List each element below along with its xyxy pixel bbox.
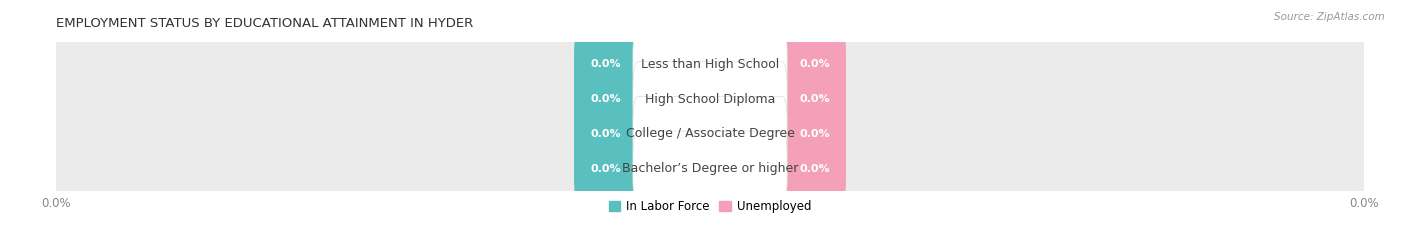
Text: College / Associate Degree: College / Associate Degree: [626, 127, 794, 140]
Text: High School Diploma: High School Diploma: [645, 93, 775, 106]
Text: 0.0%: 0.0%: [800, 129, 830, 139]
Text: Less than High School: Less than High School: [641, 58, 779, 71]
FancyBboxPatch shape: [783, 27, 846, 102]
Text: Source: ZipAtlas.com: Source: ZipAtlas.com: [1274, 12, 1385, 22]
Text: 0.0%: 0.0%: [591, 94, 620, 104]
FancyBboxPatch shape: [783, 96, 846, 171]
FancyBboxPatch shape: [633, 27, 787, 102]
FancyBboxPatch shape: [574, 96, 637, 171]
FancyBboxPatch shape: [55, 76, 1365, 122]
FancyBboxPatch shape: [55, 146, 1365, 191]
FancyBboxPatch shape: [574, 27, 637, 102]
Text: 0.0%: 0.0%: [800, 94, 830, 104]
FancyBboxPatch shape: [633, 131, 787, 206]
Text: 0.0%: 0.0%: [800, 59, 830, 69]
Legend: In Labor Force, Unemployed: In Labor Force, Unemployed: [605, 195, 815, 218]
FancyBboxPatch shape: [783, 62, 846, 137]
FancyBboxPatch shape: [55, 111, 1365, 157]
FancyBboxPatch shape: [574, 131, 637, 206]
FancyBboxPatch shape: [55, 42, 1365, 87]
Text: 0.0%: 0.0%: [800, 164, 830, 174]
FancyBboxPatch shape: [574, 62, 637, 137]
FancyBboxPatch shape: [783, 131, 846, 206]
Text: EMPLOYMENT STATUS BY EDUCATIONAL ATTAINMENT IN HYDER: EMPLOYMENT STATUS BY EDUCATIONAL ATTAINM…: [56, 17, 474, 30]
FancyBboxPatch shape: [633, 96, 787, 171]
Text: 0.0%: 0.0%: [591, 164, 620, 174]
Text: 0.0%: 0.0%: [591, 129, 620, 139]
Text: Bachelor’s Degree or higher: Bachelor’s Degree or higher: [621, 162, 799, 175]
FancyBboxPatch shape: [633, 62, 787, 137]
Text: 0.0%: 0.0%: [591, 59, 620, 69]
